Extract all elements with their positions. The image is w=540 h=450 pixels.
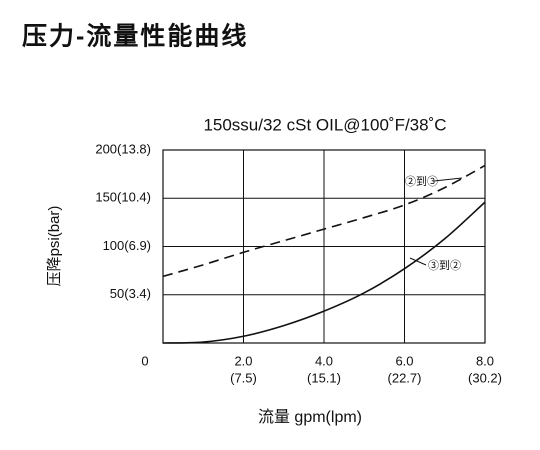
y-tick-label: 200(13.8): [95, 141, 151, 156]
series-annotation: ③到②: [428, 259, 461, 272]
y-tick-label: 100(6.9): [103, 238, 151, 253]
x-tick-label: 8.0: [476, 353, 494, 368]
x-tick-sublabel: (30.2): [468, 370, 502, 385]
x-tick-sublabel: (7.5): [230, 370, 257, 385]
series-line: [162, 164, 486, 278]
x-tick-sublabel: (22.7): [388, 370, 422, 385]
y-tick-label: 150(10.4): [95, 190, 151, 205]
series-annotation: ②到③: [405, 175, 438, 188]
chart-subtitle: 150ssu/32 cSt OIL@100˚F/38˚C: [203, 115, 446, 134]
x-tick-label: 0: [141, 353, 148, 368]
x-tick-sublabel: (15.1): [307, 370, 341, 385]
y-tick-label: 50(3.4): [110, 286, 151, 301]
x-tick-label: 2.0: [234, 353, 252, 368]
x-tick-label: 6.0: [395, 353, 413, 368]
chart-title: 压力-流量性能曲线: [22, 22, 248, 51]
x-axis-label: 流量 gpm(lpm): [258, 408, 362, 426]
leader-line: [433, 177, 463, 182]
leader-line: [409, 257, 427, 266]
y-axis-label: 压降psi(bar): [46, 206, 63, 287]
x-tick-label: 4.0: [315, 353, 333, 368]
series-line: [162, 201, 486, 344]
